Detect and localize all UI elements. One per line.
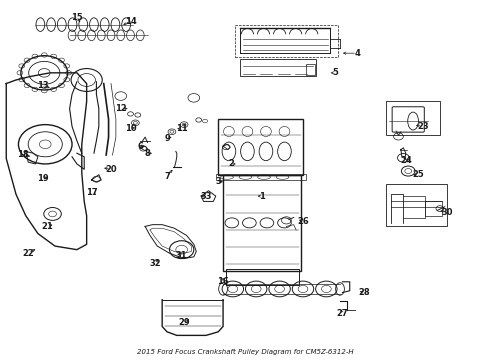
Text: 25: 25 (412, 170, 424, 179)
Text: 4: 4 (354, 49, 360, 58)
Text: 10: 10 (124, 124, 136, 133)
Text: 29: 29 (178, 318, 190, 327)
Text: 13: 13 (37, 81, 49, 90)
Text: 9: 9 (164, 134, 170, 143)
Text: 20: 20 (105, 165, 117, 174)
Text: 6: 6 (137, 141, 143, 150)
Text: 1: 1 (259, 192, 265, 201)
Text: 28: 28 (359, 288, 370, 297)
Text: 11: 11 (176, 125, 188, 134)
Text: 33: 33 (200, 192, 212, 201)
Text: 18: 18 (18, 150, 29, 159)
Text: 19: 19 (37, 174, 49, 183)
Text: 2: 2 (228, 159, 234, 168)
Text: 30: 30 (441, 208, 453, 217)
Text: 24: 24 (400, 156, 412, 165)
Text: 14: 14 (124, 17, 136, 26)
Text: 7: 7 (164, 172, 170, 181)
Text: 15: 15 (71, 13, 83, 22)
Text: 23: 23 (417, 122, 429, 131)
Text: 3: 3 (215, 177, 221, 186)
Text: 16: 16 (217, 277, 229, 286)
Text: 22: 22 (23, 249, 34, 258)
Text: 32: 32 (149, 260, 161, 269)
Text: 8: 8 (145, 149, 150, 158)
Text: 12: 12 (115, 104, 126, 113)
Text: 21: 21 (42, 222, 53, 231)
Text: 2015 Ford Focus Crankshaft Pulley Diagram for CM5Z-6312-H: 2015 Ford Focus Crankshaft Pulley Diagra… (137, 349, 353, 355)
Text: 17: 17 (86, 188, 98, 197)
Text: 5: 5 (332, 68, 338, 77)
Text: 26: 26 (297, 217, 309, 226)
Text: 27: 27 (337, 310, 348, 319)
Text: 31: 31 (176, 251, 188, 260)
